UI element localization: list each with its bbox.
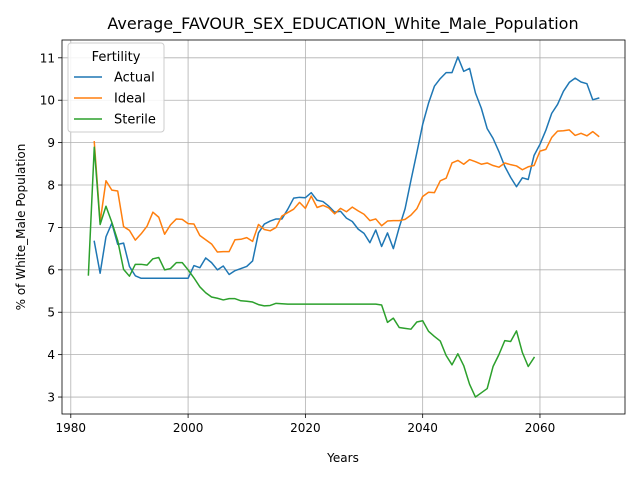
x-tick-label: 1980 — [56, 421, 87, 435]
grid-lines — [62, 40, 625, 414]
y-tick-label: 7 — [47, 221, 55, 235]
plot-area-frame — [61, 39, 626, 415]
x-tick-label: 2020 — [290, 421, 321, 435]
legend-label-sterile: Sterile — [114, 113, 156, 128]
y-tick-label: 5 — [47, 306, 55, 320]
y-tick-label: 11 — [40, 51, 55, 65]
legend-label-ideal: Ideal — [114, 92, 146, 107]
y-tick-label: 10 — [40, 94, 55, 108]
legend-label-actual: Actual — [114, 71, 155, 86]
chart-title: Average_FAVOUR_SEX_EDUCATION_White_Male_… — [107, 14, 578, 34]
x-tick-label: 2060 — [525, 421, 556, 435]
x-tick-label: 2000 — [173, 421, 204, 435]
legend: Fertility Actual Ideal Sterile — [67, 42, 165, 133]
y-tick-label: 3 — [47, 391, 55, 405]
x-axis-label: Years — [326, 451, 359, 465]
plot-lines — [87, 56, 600, 398]
y-tick-label: 8 — [47, 179, 55, 193]
y-axis-label: % of White_Male Population — [14, 144, 28, 311]
series-line-sterile — [87, 146, 536, 398]
series-line-ideal — [93, 129, 600, 253]
legend-title: Fertility — [92, 50, 141, 65]
axis-ticks: 1980 2000 2020 2040 2060 3 4 5 6 7 8 9 10 11 — [40, 51, 556, 435]
y-tick-label: 9 — [47, 136, 55, 150]
legend-box — [67, 42, 165, 133]
series-line-actual — [93, 56, 600, 280]
y-tick-label: 6 — [47, 263, 55, 277]
y-tick-label: 4 — [47, 348, 55, 362]
x-tick-label: 2040 — [407, 421, 438, 435]
